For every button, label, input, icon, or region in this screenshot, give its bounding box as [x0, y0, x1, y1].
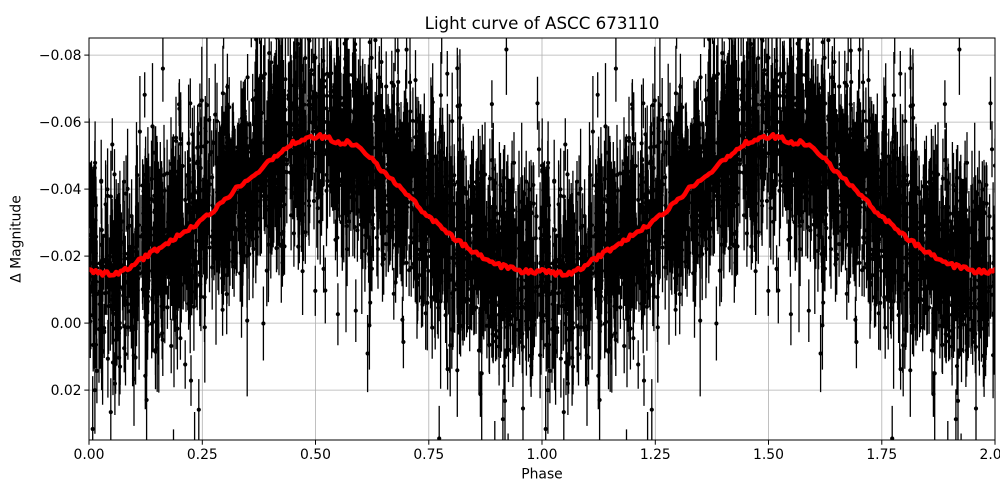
- y-tick-label: −0.02: [39, 249, 82, 265]
- plot-area: [89, 38, 995, 440]
- x-tick-label: 0.75: [413, 447, 444, 463]
- y-axis-label: Δ Magnitude: [9, 195, 25, 283]
- y-tick-label: −0.06: [39, 115, 82, 131]
- x-tick-label: 1.00: [527, 447, 558, 463]
- x-tick-label: 1.50: [753, 447, 784, 463]
- x-tick-label: 0.00: [74, 447, 105, 463]
- x-axis-label: Phase: [521, 467, 562, 483]
- y-tick-label: −0.04: [39, 182, 82, 198]
- y-tick-label: 0.02: [51, 383, 82, 399]
- scatter-points: [89, 38, 995, 440]
- x-tick-label: 2.00: [980, 447, 1000, 463]
- ticks: 0.00 0.25 0.50 0.75 1.00 1.25 1.50 1.75 2.00 −0.0…: [39, 48, 1000, 463]
- x-tick-label: 0.25: [187, 447, 218, 463]
- y-tick-label: 0.00: [51, 316, 82, 332]
- x-tick-label: 1.25: [640, 447, 671, 463]
- mean-curve-line: [89, 132, 995, 278]
- x-tick-label: 0.50: [300, 447, 331, 463]
- y-tick-label: −0.08: [39, 48, 82, 64]
- plot-generated-content: 0.00 0.25 0.50 0.75 1.00 1.25 1.50 1.75 2.00 −0.0…: [39, 37, 1000, 463]
- x-tick-label: 1.75: [866, 447, 897, 463]
- chart-title: Light curve of ASCC 673110: [425, 13, 660, 33]
